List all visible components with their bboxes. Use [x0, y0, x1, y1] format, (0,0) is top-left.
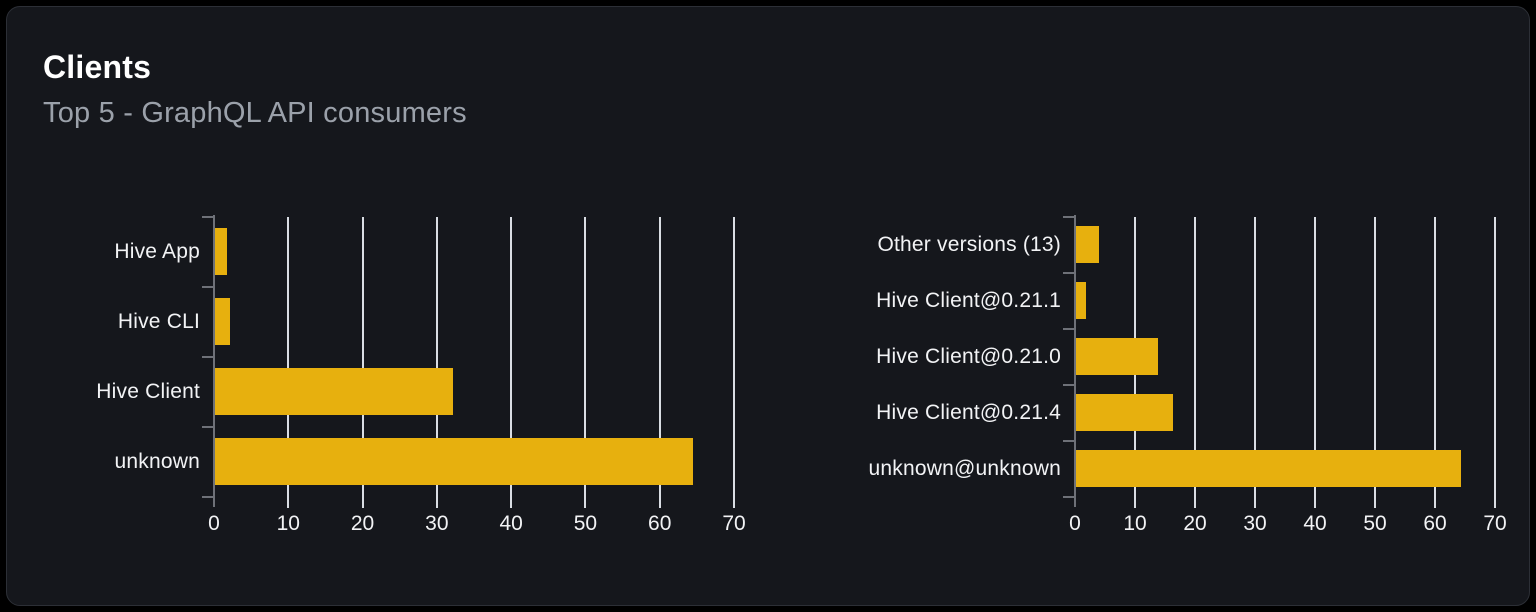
x-tick-label: 20 — [350, 512, 375, 535]
x-axis-tick — [361, 497, 364, 508]
category-label: unknown@unknown — [868, 457, 1061, 480]
x-axis-tick — [1434, 497, 1436, 508]
x-axis-tick — [287, 497, 290, 508]
gridline — [584, 217, 587, 497]
gridline — [1374, 217, 1376, 497]
bar-unknown[interactable] — [214, 437, 694, 485]
gridline — [1434, 217, 1436, 497]
gridline — [361, 217, 364, 497]
y-axis-tick — [202, 496, 214, 498]
y-axis-tick — [1063, 216, 1075, 218]
x-axis-tick — [1314, 497, 1316, 508]
gridline — [1194, 217, 1196, 497]
bar-other-versions-13-[interactable] — [1075, 225, 1099, 263]
x-tick-label: 70 — [1483, 512, 1507, 535]
bar-unknown-unknown[interactable] — [1075, 449, 1461, 487]
x-tick-label: 0 — [208, 512, 220, 535]
bar-hive-client-0-21-4[interactable] — [1075, 393, 1174, 431]
card-title: Clients — [43, 49, 152, 85]
category-label: unknown — [114, 450, 200, 473]
category-label: Hive Client@0.21.0 — [876, 345, 1061, 368]
x-tick-label: 60 — [1423, 512, 1447, 535]
x-tick-label: 30 — [425, 512, 449, 535]
x-tick-label: 40 — [1303, 512, 1327, 535]
x-tick-label: 70 — [722, 512, 746, 535]
y-axis-tick — [202, 356, 214, 358]
clients-card: Clients Top 5 - GraphQL API consumers Hi… — [6, 6, 1530, 606]
x-axis-tick — [1254, 497, 1256, 508]
y-axis-line — [213, 215, 215, 507]
y-axis-tick — [202, 216, 214, 218]
x-axis-tick — [1194, 497, 1196, 508]
y-axis-tick — [1063, 328, 1075, 330]
x-axis-tick — [1374, 497, 1376, 508]
y-axis-tick — [1063, 440, 1075, 442]
category-labels-column: Other versions (13) Hive Client@0.21.1 Hiv… — [769, 217, 1061, 497]
x-axis-tick — [658, 497, 661, 508]
category-label: Other versions (13) — [877, 233, 1061, 256]
x-tick-label: 30 — [1243, 512, 1267, 535]
x-tick-label: 10 — [276, 512, 300, 535]
card-subtitle: Top 5 - GraphQL API consumers — [43, 97, 467, 129]
x-tick-label: 40 — [499, 512, 523, 535]
x-axis-tick — [733, 497, 735, 508]
gridline — [287, 217, 290, 497]
bar-hive-client-0-21-1[interactable] — [1075, 281, 1087, 319]
x-axis-tick — [1134, 497, 1136, 508]
x-tick-label: 10 — [1123, 512, 1147, 535]
gridline — [1314, 217, 1316, 497]
x-axis-tick — [1494, 497, 1496, 508]
bar-hive-client[interactable] — [214, 367, 454, 415]
category-label: Hive Client@0.21.4 — [876, 401, 1061, 424]
x-tick-label: 20 — [1183, 512, 1207, 535]
x-tick-label: 50 — [573, 512, 598, 535]
plot-area: 0 10 20 30 40 50 60 70 — [1063, 215, 1507, 535]
gridline — [733, 217, 735, 497]
gridline — [1494, 217, 1496, 497]
gridline — [510, 217, 513, 497]
x-tick-label: 0 — [1069, 512, 1081, 535]
x-axis-tick — [584, 497, 587, 508]
x-axis-tick — [510, 497, 513, 508]
gridline — [1254, 217, 1256, 497]
bar-hive-app[interactable] — [214, 227, 227, 275]
category-label: Hive CLI — [117, 310, 200, 333]
x-tick-label: 60 — [648, 512, 672, 535]
y-axis-tick — [1063, 272, 1075, 274]
y-axis-tick — [202, 426, 214, 428]
x-axis-tick — [435, 497, 438, 508]
client-names-chart: Hive App Hive CLI Hive Client unknown 0 10 20 3… — [43, 211, 769, 541]
x-tick-label: 50 — [1363, 512, 1387, 535]
category-label: Hive Client — [96, 380, 200, 403]
client-versions-chart: Other versions (13) Hive Client@0.21.1 Hiv… — [769, 211, 1507, 541]
bar-hive-client-0-21-0[interactable] — [1075, 337, 1158, 375]
y-axis-tick — [202, 286, 214, 288]
y-axis-line — [1074, 215, 1076, 507]
gridline — [435, 217, 438, 497]
y-axis-tick — [1063, 384, 1075, 386]
y-axis-tick — [1063, 496, 1075, 498]
category-labels-column: Hive App Hive CLI Hive Client unknown — [43, 217, 200, 497]
gridline — [658, 217, 661, 497]
category-label: Hive App — [114, 240, 200, 263]
bar-hive-cli[interactable] — [214, 297, 231, 345]
plot-area: 0 10 20 30 40 50 60 70 — [202, 215, 746, 535]
category-label: Hive Client@0.21.1 — [876, 289, 1061, 312]
